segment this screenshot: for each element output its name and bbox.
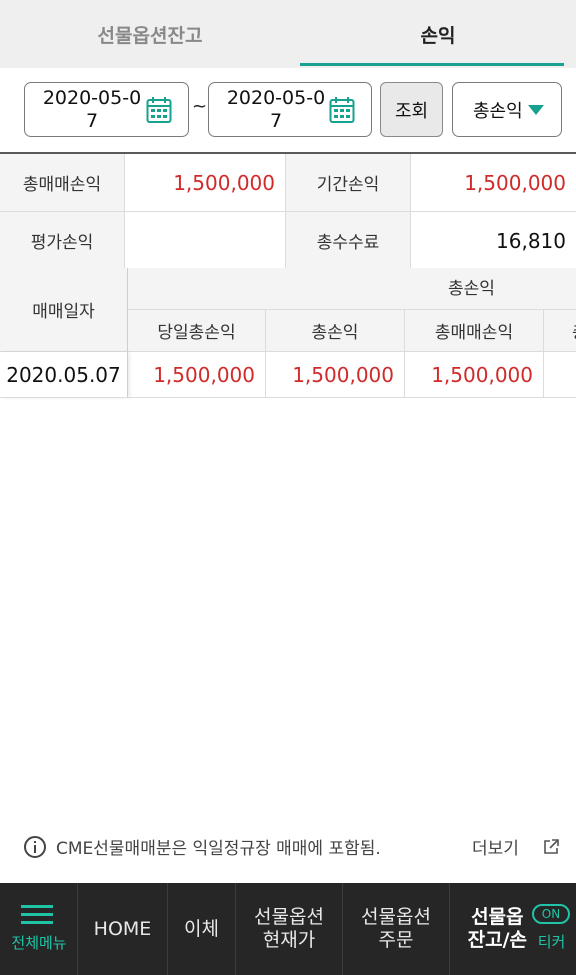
daily-pnl-table[interactable]: 매매일자 총손익 당일총손익 총손익 총매매손익 총 2020.05.07 1,… — [0, 268, 576, 400]
total-trade-pnl-value: 1,500,000 — [173, 170, 275, 195]
notice-bar: CME선물매매분은 익일정규장 매매에 포함됨. 더보기 — [0, 828, 576, 868]
caret-down-icon — [528, 105, 544, 115]
query-panel: 2020-05-0 7 ~ 2020-05-0 7 조회 총손익 — [0, 68, 576, 152]
ticker-toggle[interactable]: ON 티커 — [527, 883, 576, 975]
trade-date-header: 매매일자 — [0, 268, 128, 352]
tab-futures-options-balance[interactable]: 선물옵션잔고 — [97, 24, 203, 47]
total-pnl-group-header: 총손익 — [128, 268, 576, 310]
column-header: 당일총손익 — [128, 310, 266, 352]
total-trade-pnl-label: 총매매손익 — [0, 154, 125, 211]
table-row-date[interactable]: 2020.05.07 — [0, 352, 128, 398]
start-date-text: 2020-05-0 7 — [42, 87, 142, 132]
info-icon — [24, 836, 46, 858]
table-cell: 1,500,000 — [405, 352, 544, 398]
summary-row: 총매매손익 1,500,000 기간손익 1,500,000 — [0, 154, 576, 212]
external-link-icon[interactable] — [542, 838, 560, 856]
start-date-picker[interactable]: 2020-05-0 7 — [24, 82, 189, 137]
column-header: 총매매손익 — [405, 310, 544, 352]
total-fee-label: 총수수료 — [285, 212, 411, 269]
pnl-type-selected: 총손익 — [473, 100, 523, 122]
nav-transfer[interactable]: 이체 — [168, 883, 236, 975]
ticker-label: 티커 — [537, 933, 566, 951]
total-fee-value: 16,810 — [496, 228, 566, 253]
search-button[interactable]: 조회 — [380, 82, 443, 137]
hamburger-icon — [21, 905, 53, 925]
column-header: 총손익 — [266, 310, 405, 352]
calendar-icon[interactable] — [329, 96, 355, 124]
table-cell: 1,500,000 — [128, 352, 266, 398]
pnl-type-select[interactable]: 총손익 — [452, 82, 562, 137]
all-menu-button[interactable]: 전체메뉴 — [0, 883, 78, 975]
notice-text: CME선물매매분은 익일정규장 매매에 포함됨. — [56, 839, 381, 859]
more-link[interactable]: 더보기 — [472, 839, 519, 859]
all-menu-label: 전체메뉴 — [11, 934, 67, 952]
calendar-icon[interactable] — [146, 96, 172, 124]
column-header: 총 — [544, 310, 576, 352]
date-range-separator: ~ — [192, 96, 208, 117]
table-cell: 1,500,000 — [266, 352, 405, 398]
period-pnl-value: 1,500,000 — [464, 170, 566, 195]
table-cell — [544, 352, 576, 398]
summary-table: 총매매손익 1,500,000 기간손익 1,500,000 평가손익 총수수료… — [0, 152, 576, 270]
nav-futures-options-quote[interactable]: 선물옵션 현재가 — [236, 883, 343, 975]
eval-pnl-label: 평가손익 — [0, 212, 125, 269]
nav-futures-options-balance[interactable]: 선물옵 잔고/손 — [467, 906, 527, 951]
bottom-nav: 전체메뉴 HOME 이체 선물옵션 현재가 선물옵션 주문 선물옵 잔고/손 ON 티… — [0, 883, 576, 975]
tab-bar: 선물옵션잔고 손익 — [0, 0, 576, 68]
end-date-text: 2020-05-0 7 — [226, 87, 326, 132]
period-pnl-label: 기간손익 — [285, 154, 411, 211]
nav-futures-options-order[interactable]: 선물옵션 주문 — [343, 883, 450, 975]
eval-pnl-value — [125, 212, 285, 269]
ticker-on-switch[interactable]: ON — [532, 904, 570, 924]
nav-home[interactable]: HOME — [78, 883, 168, 975]
summary-row: 평가손익 총수수료 16,810 — [0, 212, 576, 270]
end-date-picker[interactable]: 2020-05-0 7 — [208, 82, 372, 137]
tab-profit-loss[interactable]: 손익 — [300, 0, 576, 68]
